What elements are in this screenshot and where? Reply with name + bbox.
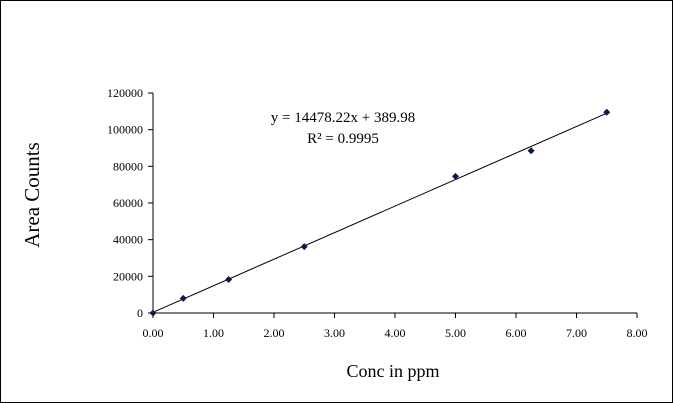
x-tick-label: 0.00 <box>143 326 164 340</box>
x-tick-label: 2.00 <box>264 326 285 340</box>
x-tick-label: 5.00 <box>445 326 466 340</box>
x-tick-label: 8.00 <box>627 326 648 340</box>
x-tick-label: 7.00 <box>566 326 587 340</box>
trendline-group <box>152 112 607 313</box>
y-tick-label: 60000 <box>113 196 143 210</box>
y-tick-label: 80000 <box>113 159 143 173</box>
trendline <box>152 112 607 313</box>
x-tick-label: 1.00 <box>203 326 224 340</box>
x-tick-label: 3.00 <box>324 326 345 340</box>
x-axis-ticks: 0.00 1.00 2.00 3.00 4.00 5.00 6.00 7.00 8.00 <box>143 313 648 340</box>
x-axis-title: Conc in ppm <box>347 361 440 381</box>
y-axis-title: Area Counts <box>20 142 44 248</box>
data-point <box>452 172 459 180</box>
x-tick-label: 4.00 <box>385 326 406 340</box>
data-points <box>149 108 611 317</box>
data-point <box>527 147 535 155</box>
y-axis-ticks: 0 20000 40000 60000 80000 100000 120000 <box>107 86 153 320</box>
r-squared-label: R² = 0.9995 <box>307 131 379 147</box>
y-tick-label: 0 <box>137 306 143 320</box>
data-point <box>149 309 157 317</box>
y-tick-label: 40000 <box>113 233 143 247</box>
data-point <box>179 294 187 302</box>
x-tick-label: 6.00 <box>506 326 527 340</box>
data-point <box>225 275 233 283</box>
data-point <box>300 243 308 251</box>
trendline-equation: y = 14478.22x + 389.98 <box>271 110 415 126</box>
y-tick-label: 20000 <box>113 269 143 283</box>
y-tick-label: 100000 <box>107 123 143 137</box>
y-tick-label: 120000 <box>107 86 143 100</box>
data-point <box>603 108 611 116</box>
